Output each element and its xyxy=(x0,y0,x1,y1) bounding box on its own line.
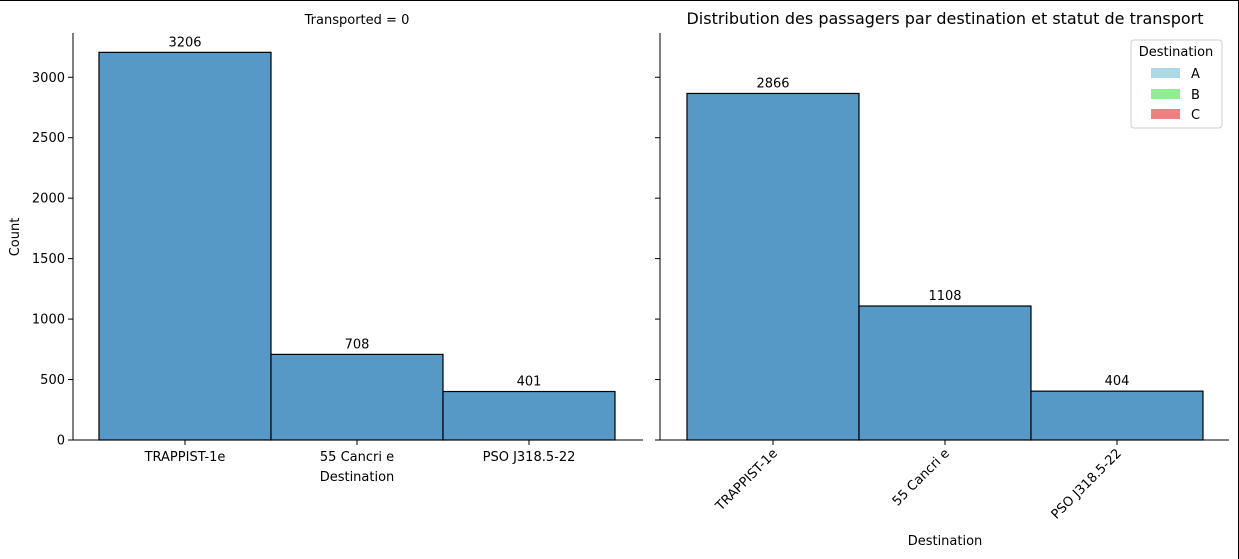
x-tick-label-left-2: PSO J318.5-22 xyxy=(483,450,576,465)
data-label-left-2: 401 xyxy=(517,375,542,390)
bar-left-1 xyxy=(270,353,444,441)
y-tick-label-left-4: 2000 xyxy=(32,192,65,207)
legend-swatch-a xyxy=(1151,68,1180,78)
left-x-ticks: TRAPPIST-1e 55 Cancri e PSO J318.5-22 xyxy=(144,440,576,465)
data-label-right-2: 404 xyxy=(1105,374,1130,389)
left-y-ticks: 0 500 1000 1500 2000 2500 3000 xyxy=(32,71,73,449)
legend-title: Destination xyxy=(1139,45,1214,60)
right-subplot-title: Distribution des passagers par destinati… xyxy=(686,9,1203,28)
bar-right-0 xyxy=(686,92,860,441)
bar-left-0 xyxy=(98,51,272,441)
legend-swatch-b xyxy=(1151,89,1180,99)
left-bars xyxy=(98,51,616,441)
right-x-axis-label: Destination xyxy=(908,534,983,549)
y-tick-label-left-3: 1500 xyxy=(32,252,65,267)
left-x-axis-label: Destination xyxy=(320,470,395,485)
right-y-ticks xyxy=(655,76,660,441)
x-tick-label-right-2: PSO J318.5-22 xyxy=(1049,446,1125,522)
data-label-left-1: 708 xyxy=(345,337,370,352)
x-tick-label-right-0: TRAPPIST-1e xyxy=(712,446,780,514)
left-subplot: Transported = 0 3206 708 401 0 500 1000 1500 2… xyxy=(8,13,643,485)
right-x-ticks: TRAPPIST-1e 55 Cancri e PSO J318.5-22 xyxy=(712,440,1125,522)
y-tick-label-left-1: 500 xyxy=(40,373,65,388)
legend-label-c: C xyxy=(1191,108,1200,123)
right-data-labels: 2866 1108 404 xyxy=(756,76,1129,389)
legend-swatch-c xyxy=(1151,109,1180,119)
x-tick-label-left-1: 55 Cancri e xyxy=(320,450,394,465)
legend-box xyxy=(1130,39,1223,129)
y-tick-label-left-6: 3000 xyxy=(32,71,65,86)
y-tick-label-left-0: 0 xyxy=(57,434,65,449)
left-subplot-title: Transported = 0 xyxy=(304,13,410,28)
bar-right-1 xyxy=(858,305,1032,441)
y-tick-label-left-5: 2500 xyxy=(32,131,65,146)
left-data-labels: 3206 708 401 xyxy=(168,35,541,389)
bar-left-2 xyxy=(442,390,616,441)
bar-right-2 xyxy=(1030,390,1204,441)
right-bars xyxy=(686,92,1204,441)
legend: Destination A B C xyxy=(1130,39,1223,129)
right-subplot: Distribution des passagers par destinati… xyxy=(655,9,1229,549)
x-tick-label-right-1: 55 Cancri e xyxy=(890,446,953,509)
data-label-right-1: 1108 xyxy=(928,289,961,304)
y-tick-label-left-2: 1000 xyxy=(32,313,65,328)
x-tick-label-left-0: TRAPPIST-1e xyxy=(144,450,226,465)
left-y-axis-label: Count xyxy=(8,218,23,257)
data-label-left-0: 3206 xyxy=(168,35,201,50)
legend-label-b: B xyxy=(1191,88,1200,103)
legend-label-a: A xyxy=(1191,67,1200,82)
data-label-right-0: 2866 xyxy=(756,76,789,91)
